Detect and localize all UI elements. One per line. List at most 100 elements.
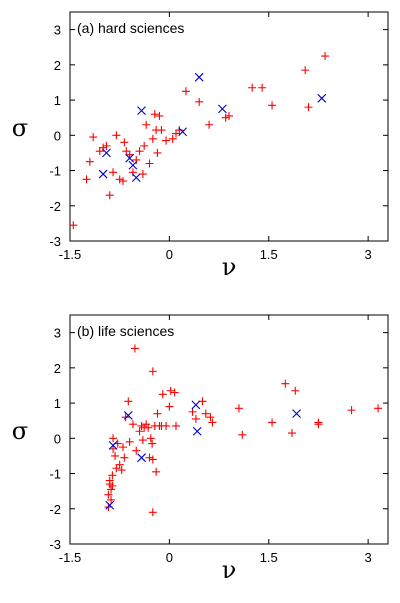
data-point-plus <box>111 451 120 460</box>
panel-title: (a) hard sciences <box>77 20 184 36</box>
data-point-plus <box>132 155 141 164</box>
panel-hard-sciences: (a) hard sciences ν σ -1.5 0 1.5 3 -3 -2 -1 0 1 2… <box>12 11 389 281</box>
y-tick-label: 2 <box>54 58 61 73</box>
data-point-plus <box>170 388 179 397</box>
data-point-plus <box>108 471 117 480</box>
data-point-cross <box>131 173 141 182</box>
data-point-plus <box>105 191 114 200</box>
data-point-plus <box>248 83 257 92</box>
data-point-plus <box>195 97 204 106</box>
data-point-plus <box>158 390 167 399</box>
data-point-plus <box>135 147 144 156</box>
data-point-plus <box>172 129 180 138</box>
data-point-cross <box>98 169 108 179</box>
data-point-plus <box>109 444 118 453</box>
data-point-plus <box>225 111 233 120</box>
x-tick-label: -1.5 <box>59 247 81 262</box>
data-point-plus <box>85 157 94 166</box>
data-point-plus <box>304 103 313 112</box>
data-point-cross <box>292 409 301 419</box>
data-point-plus <box>124 397 133 406</box>
data-point-plus <box>162 421 171 430</box>
data-point-plus <box>140 141 149 150</box>
data-marks <box>104 344 383 517</box>
x-tick-label: 3 <box>365 550 372 565</box>
data-point-plus <box>162 136 171 145</box>
data-point-plus <box>109 434 118 443</box>
data-point-plus <box>146 434 155 443</box>
data-point-plus <box>268 101 277 110</box>
data-point-plus <box>191 414 200 423</box>
data-point-plus <box>148 134 157 143</box>
data-point-plus <box>107 495 116 504</box>
data-point-plus <box>175 126 184 135</box>
data-point-plus <box>138 436 147 445</box>
data-point-plus <box>205 120 214 129</box>
data-point-cross <box>178 127 188 137</box>
y-tick-label: 0 <box>54 128 61 143</box>
data-point-plus <box>145 453 154 462</box>
data-point-plus <box>121 413 130 422</box>
data-point-cross <box>191 400 201 410</box>
data-point-plus <box>153 148 162 157</box>
data-point-plus <box>117 466 126 475</box>
y-tick-label: -3 <box>49 234 61 249</box>
x-tick-label: 1.5 <box>260 247 278 262</box>
data-point-plus <box>115 175 124 184</box>
data-point-plus <box>108 481 117 490</box>
data-point-plus <box>148 508 157 517</box>
y-tick-label: -2 <box>49 199 61 214</box>
x-tick-label: 0 <box>166 550 173 565</box>
data-point-plus <box>153 409 162 418</box>
data-point-plus <box>188 407 197 416</box>
data-point-plus <box>125 150 134 159</box>
plot-frame <box>69 314 389 545</box>
data-point-cross <box>105 500 115 510</box>
data-point-plus <box>281 379 290 388</box>
data-point-plus <box>221 113 230 122</box>
y-tick-label: -1 <box>49 467 61 482</box>
data-point-plus <box>128 168 137 177</box>
data-point-plus <box>148 455 157 464</box>
data-point-plus <box>112 131 121 140</box>
data-point-plus <box>69 221 78 230</box>
y-tick-label: 2 <box>54 361 61 376</box>
data-point-plus <box>145 159 154 168</box>
y-tick-label: 1 <box>54 93 61 108</box>
y-axis-label: σ <box>12 114 28 142</box>
data-point-plus <box>142 120 151 129</box>
x-axis-label: ν <box>222 556 237 584</box>
data-point-cross <box>123 411 133 420</box>
data-point-cross <box>194 72 204 82</box>
y-tick-label: 3 <box>54 23 61 38</box>
data-point-plus <box>120 138 129 147</box>
data-point-plus <box>166 386 175 395</box>
data-point-plus <box>206 413 215 422</box>
data-point-plus <box>112 464 121 473</box>
data-point-plus <box>109 168 118 177</box>
data-point-plus <box>144 423 153 432</box>
data-point-plus <box>314 420 323 429</box>
data-marks <box>69 52 330 230</box>
data-point-plus <box>234 404 243 413</box>
data-point-plus <box>291 386 300 395</box>
y-tick-label: -1 <box>49 164 61 179</box>
x-axis-label: ν <box>222 253 237 281</box>
data-point-cross <box>137 453 146 463</box>
data-point-plus <box>148 439 157 448</box>
data-point-plus <box>135 427 144 436</box>
data-point-plus <box>208 418 217 427</box>
panel-title: (b) life sciences <box>77 323 174 339</box>
data-point-plus <box>321 52 330 61</box>
data-point-plus <box>102 141 111 150</box>
data-point-plus <box>125 437 134 446</box>
data-point-plus <box>181 87 190 96</box>
data-point-plus <box>120 453 129 462</box>
data-point-plus <box>104 490 113 499</box>
data-point-cross <box>192 426 202 436</box>
data-point-plus <box>122 147 131 156</box>
data-point-plus <box>152 467 161 476</box>
data-point-plus <box>155 111 164 120</box>
data-point-cross <box>102 148 111 158</box>
